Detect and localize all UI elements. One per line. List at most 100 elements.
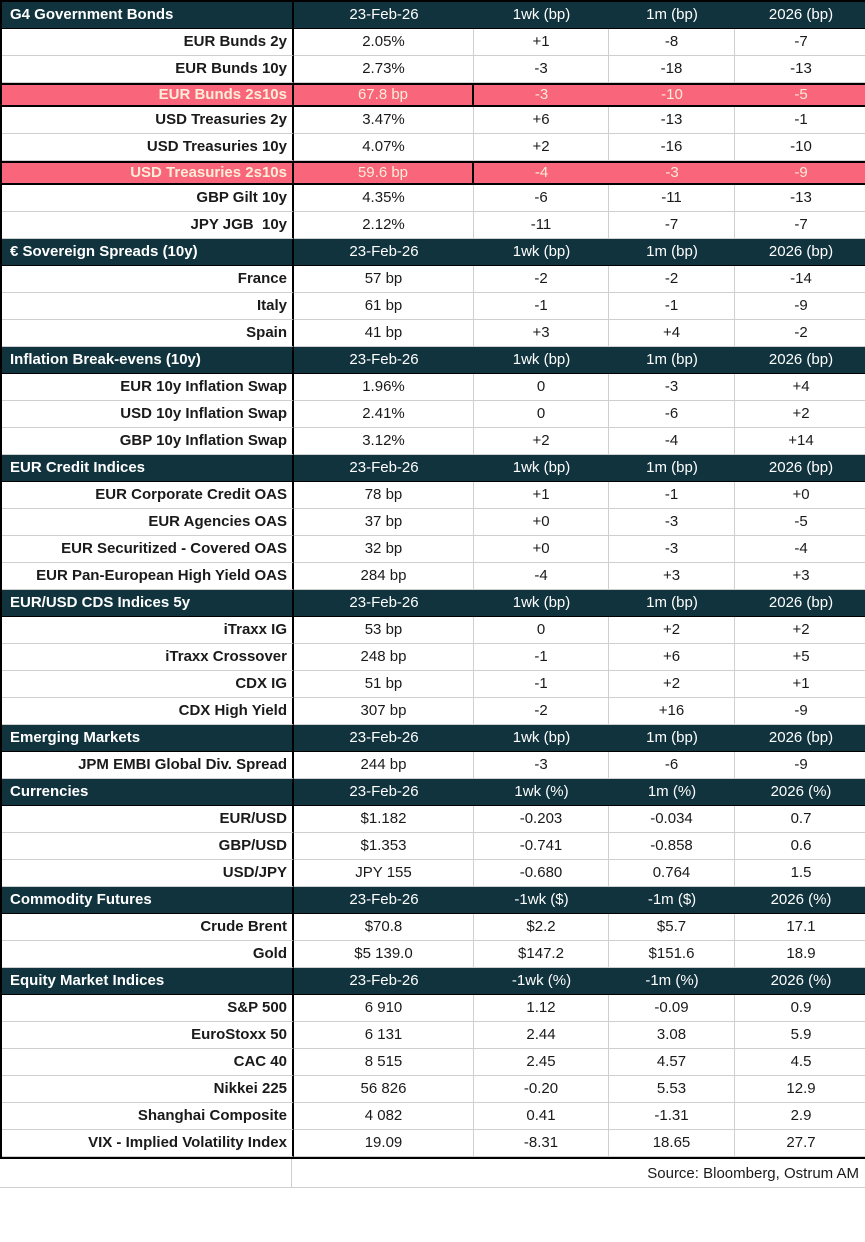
value-cell: -7 [609,212,735,239]
value-cell: +0 [735,482,865,509]
section-header-row: Commodity Futures 23-Feb-26 -1wk ($) -1m ($… [2,887,865,914]
value-cell: 0.41 [474,1103,609,1130]
value-cell: -1 [609,482,735,509]
data-row: GBP 10y Inflation Swap 3.12% +2 -4 +14 [2,428,865,455]
value-cell: -3 [609,374,735,401]
value-cell: -0.09 [609,995,735,1022]
value-cell-date: 4.07% [294,134,474,161]
row-label: EUR Pan-European High Yield OAS [2,563,294,590]
data-row: S&P 500 6 910 1.12 -0.09 0.9 [2,995,865,1022]
value-cell: -9 [735,161,865,185]
row-label: USD Treasuries 2s10s [2,161,294,185]
column-header: 23-Feb-26 [294,968,474,995]
section-title: € Sovereign Spreads (10y) [2,239,294,266]
section-title: Inflation Break-evens (10y) [2,347,294,374]
section-header-row: EUR/USD CDS Indices 5y 23-Feb-26 1wk (bp) 1… [2,590,865,617]
data-row: EuroStoxx 50 6 131 2.44 3.08 5.9 [2,1022,865,1049]
value-cell: +2 [474,134,609,161]
value-cell: 5.53 [609,1076,735,1103]
row-label: USD/JPY [2,860,294,887]
data-row: iTraxx IG 53 bp 0 +2 +2 [2,617,865,644]
value-cell: -4 [609,428,735,455]
data-row: EUR Pan-European High Yield OAS 284 bp -4 +… [2,563,865,590]
value-cell: +6 [609,644,735,671]
value-cell-date: 41 bp [294,320,474,347]
value-cell: +3 [474,320,609,347]
value-cell: -1 [609,293,735,320]
row-label: JPY JGB 10y [2,212,294,239]
data-row: France 57 bp -2 -2 -14 [2,266,865,293]
data-row: iTraxx Crossover 248 bp -1 +6 +5 [2,644,865,671]
column-header: 2026 (bp) [735,590,865,617]
section-title: Currencies [2,779,294,806]
row-label: S&P 500 [2,995,294,1022]
row-label: Italy [2,293,294,320]
highlighted-data-row: EUR Bunds 2s10s 67.8 bp -3 -10 -5 [2,83,865,107]
value-cell: -5 [735,83,865,107]
value-cell: -1 [474,644,609,671]
row-label: USD Treasuries 2y [2,107,294,134]
row-label: iTraxx Crossover [2,644,294,671]
source-text: Source: Bloomberg, Ostrum AM [647,1164,859,1182]
value-cell: -8.31 [474,1130,609,1157]
value-cell: -10 [609,83,735,107]
value-cell: $2.2 [474,914,609,941]
value-cell: -0.858 [609,833,735,860]
value-cell: 0 [474,401,609,428]
data-row: CDX IG 51 bp -1 +2 +1 [2,671,865,698]
value-cell: -18 [609,56,735,83]
value-cell-date: $70.8 [294,914,474,941]
data-row: EUR Securitized - Covered OAS 32 bp +0 -3 -4 [2,536,865,563]
column-header: 1m (bp) [609,590,735,617]
section-title: Commodity Futures [2,887,294,914]
value-cell-date: 244 bp [294,752,474,779]
value-cell: +2 [735,401,865,428]
value-cell: +2 [609,617,735,644]
row-label: GBP/USD [2,833,294,860]
data-row: USD Treasuries 2y 3.47% +6 -13 -1 [2,107,865,134]
column-header: -1m (%) [609,968,735,995]
value-cell: -0.741 [474,833,609,860]
value-cell-date: 4 082 [294,1103,474,1130]
value-cell: 12.9 [735,1076,865,1103]
row-label: iTraxx IG [2,617,294,644]
value-cell: -8 [609,29,735,56]
value-cell: -2 [474,266,609,293]
column-header: 23-Feb-26 [294,455,474,482]
row-label: EUR Bunds 2y [2,29,294,56]
section-header-row: Equity Market Indices 23-Feb-26 -1wk (%) -1… [2,968,865,995]
value-cell: -11 [474,212,609,239]
value-cell: +1 [474,29,609,56]
value-cell-date: 2.12% [294,212,474,239]
value-cell: +6 [474,107,609,134]
column-header: 1m (bp) [609,2,735,29]
value-cell: +4 [735,374,865,401]
section-title: Equity Market Indices [2,968,294,995]
value-cell-date: 61 bp [294,293,474,320]
data-row: JPY JGB 10y 2.12% -11 -7 -7 [2,212,865,239]
data-row: USD 10y Inflation Swap 2.41% 0 -6 +2 [2,401,865,428]
value-cell-date: 2.05% [294,29,474,56]
value-cell: -3 [474,752,609,779]
row-label: USD Treasuries 10y [2,134,294,161]
data-row: USD/JPY JPY 155 -0.680 0.764 1.5 [2,860,865,887]
data-row: CDX High Yield 307 bp -2 +16 -9 [2,698,865,725]
column-header: 1wk (bp) [474,590,609,617]
value-cell: 3.08 [609,1022,735,1049]
value-cell: +4 [609,320,735,347]
value-cell-date: 19.09 [294,1130,474,1157]
value-cell: $5.7 [609,914,735,941]
value-cell-date: 2.41% [294,401,474,428]
value-cell: -7 [735,212,865,239]
value-cell: +1 [735,671,865,698]
value-cell: -9 [735,698,865,725]
value-cell: 5.9 [735,1022,865,1049]
row-label: EUR Corporate Credit OAS [2,482,294,509]
value-cell: +16 [609,698,735,725]
value-cell: 18.9 [735,941,865,968]
value-cell: -4 [474,161,609,185]
row-label: GBP Gilt 10y [2,185,294,212]
row-label: EUR Bunds 2s10s [2,83,294,107]
value-cell: -1 [474,293,609,320]
highlighted-data-row: USD Treasuries 2s10s 59.6 bp -4 -3 -9 [2,161,865,185]
